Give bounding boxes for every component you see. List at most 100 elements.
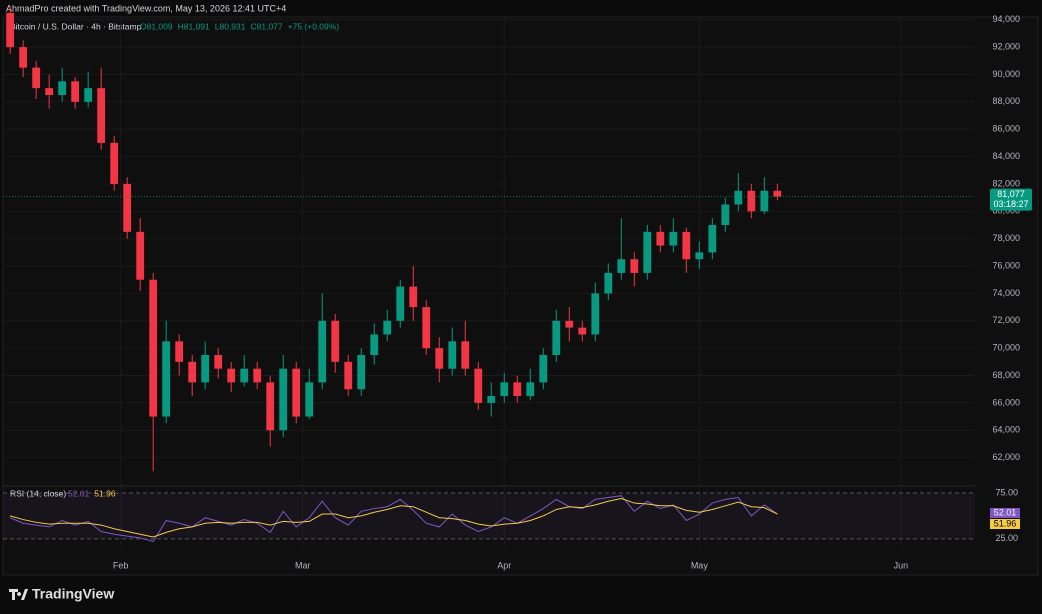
- y-tick-label: 70,000: [992, 343, 1020, 353]
- last-price-badge: [990, 188, 1032, 211]
- candle-body: [409, 286, 418, 308]
- candle-body: [136, 231, 145, 280]
- candle-body: [45, 88, 54, 95]
- x-tick-label: May: [691, 560, 709, 570]
- candle-body: [305, 382, 314, 417]
- candle-body: [448, 341, 457, 369]
- candle-body: [318, 320, 327, 383]
- brand-icon: [9, 589, 28, 600]
- y-tick-label: 94,000: [992, 14, 1020, 24]
- rsi-tick-label: 25.00: [995, 533, 1018, 543]
- rsi-badge: [990, 519, 1020, 529]
- candle-body: [565, 320, 574, 328]
- candle-body: [656, 231, 665, 246]
- candle-body: [344, 361, 353, 390]
- candle-body: [669, 231, 678, 246]
- candle-body: [474, 368, 483, 403]
- candle-body: [253, 368, 262, 383]
- candle-body: [773, 190, 782, 197]
- y-tick-label: 62,000: [992, 452, 1020, 462]
- candle-body: [617, 259, 626, 273]
- rsi-line: [9, 495, 778, 543]
- candle-body: [123, 183, 132, 232]
- chart-area: [2, 16, 1039, 576]
- rsi-band: [3, 492, 975, 539]
- candle-body: [721, 204, 730, 225]
- candle-body: [422, 307, 431, 349]
- ohlc-legend: C81,077: [251, 21, 283, 31]
- candle-body: [227, 368, 236, 383]
- candle-body: [435, 348, 444, 369]
- last-price-label: 81,077: [997, 189, 1025, 199]
- candle-body: [396, 286, 405, 321]
- rsi-title: RSI (14, close): [10, 488, 66, 498]
- candle-body: [175, 341, 184, 362]
- y-tick-label: 92,000: [992, 41, 1020, 51]
- rsi-legend-value: 51.96: [94, 488, 116, 498]
- candle-body: [266, 382, 275, 431]
- countdown: 03:18:27: [993, 199, 1028, 209]
- rsi-tick-label: 75.00: [995, 487, 1018, 497]
- ohlc-legend: H81,091: [178, 21, 210, 31]
- x-tick-label: Apr: [497, 560, 511, 570]
- y-tick-label: 64,000: [992, 425, 1020, 435]
- candle-body: [539, 355, 548, 383]
- y-tick-label: 66,000: [992, 397, 1020, 407]
- candle-body: [32, 67, 41, 89]
- candle-body: [188, 361, 197, 383]
- candle-body: [214, 355, 223, 369]
- candle-body: [383, 320, 392, 335]
- candle-body: [500, 382, 509, 397]
- candle-body: [578, 327, 587, 335]
- candle-body: [201, 355, 210, 383]
- candle-body: [708, 225, 717, 253]
- candle-body: [331, 320, 340, 362]
- rsi-badge-label: 52.01: [994, 507, 1017, 517]
- candle-body: [240, 368, 249, 383]
- candle-body: [58, 81, 67, 95]
- candle-body: [552, 320, 561, 355]
- candle-body: [149, 279, 158, 417]
- y-tick-label: 68,000: [992, 370, 1020, 380]
- candle-body: [513, 382, 522, 397]
- rsi-badge: [990, 508, 1020, 518]
- candle-body: [19, 47, 28, 68]
- brand-name: TradingView: [32, 586, 114, 602]
- y-tick-label: 86,000: [992, 124, 1020, 134]
- candle-body: [604, 272, 613, 294]
- y-tick-label: 90,000: [992, 69, 1020, 79]
- candle-body: [526, 382, 535, 397]
- candle-body: [279, 368, 288, 431]
- y-tick-label: 78,000: [992, 233, 1020, 243]
- header: AhmadPro created with TradingView.com, M…: [6, 3, 286, 13]
- chart-title: Bitcoin / U.S. Dollar · 4h · Bitstamp: [10, 21, 142, 31]
- y-tick-label: 72,000: [992, 315, 1020, 325]
- candle-body: [292, 368, 301, 417]
- rsi-line: [10, 497, 778, 538]
- brand-logo: TradingView: [9, 586, 114, 602]
- candle-body: [487, 396, 496, 403]
- candle-body: [6, 12, 15, 48]
- y-tick-label: 74,000: [992, 288, 1020, 298]
- candle-body: [734, 190, 743, 205]
- candle-body: [97, 88, 106, 143]
- y-tick-label: 76,000: [992, 260, 1020, 270]
- x-tick-label: Mar: [295, 560, 311, 570]
- candle-body: [357, 355, 366, 390]
- candle-body: [71, 81, 80, 102]
- candle-body: [84, 88, 93, 102]
- ohlc-legend: O81,009: [140, 21, 173, 31]
- candle-body: [643, 231, 652, 273]
- x-tick-label: Jun: [894, 560, 909, 570]
- candle-body: [461, 341, 470, 369]
- candle-body: [760, 190, 769, 212]
- y-tick-label: 80,000: [992, 206, 1020, 216]
- candle-body: [370, 334, 379, 355]
- candle-body: [591, 293, 600, 335]
- candle-body: [682, 231, 691, 260]
- ohlc-legend: +75 (+0.09%): [288, 21, 340, 31]
- ohlc-legend: L80,931: [215, 21, 246, 31]
- x-tick-label: Feb: [113, 560, 129, 570]
- candle-body: [630, 259, 639, 273]
